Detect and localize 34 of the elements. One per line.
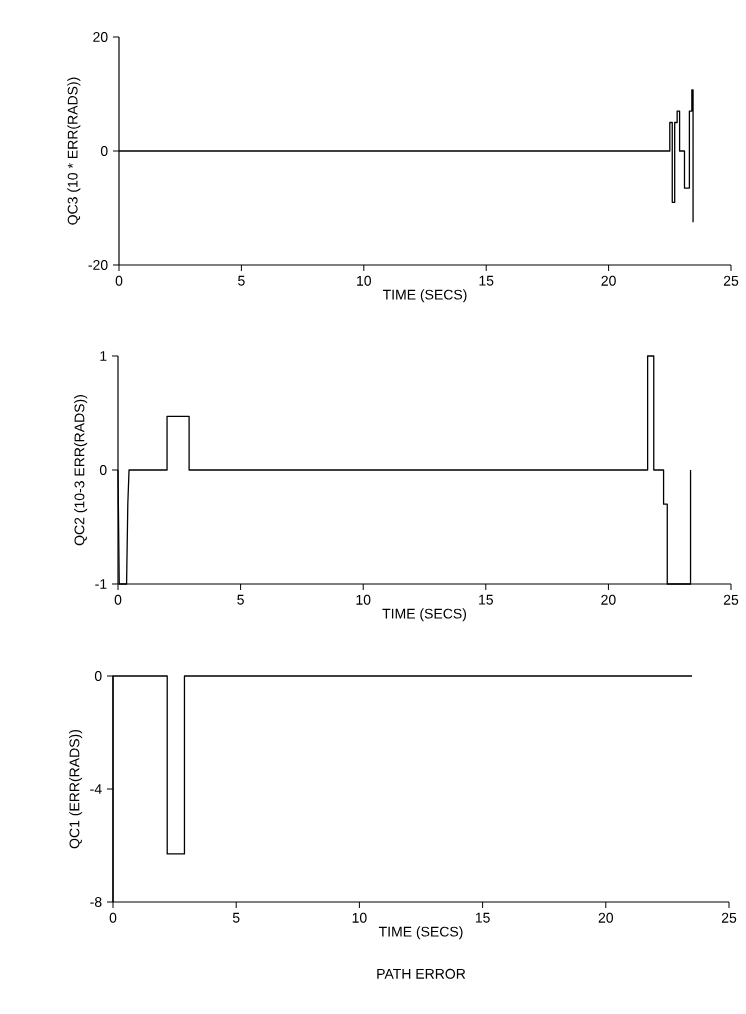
x-axis-title: TIME (SECS) [382, 289, 467, 303]
y-tick-label: 0 [94, 671, 102, 681]
x-tick-label: 15 [479, 594, 494, 605]
x-tick-label: 20 [598, 912, 614, 923]
y-tick-label: -1 [95, 579, 107, 589]
x-tick-label: 20 [601, 275, 616, 286]
y-tick-label: -20 [88, 260, 108, 270]
y-tick-label: -8 [90, 897, 102, 907]
x-tick-label: 5 [232, 912, 240, 923]
text: PATH ERROR [377, 968, 466, 979]
x-tick-label: 15 [479, 275, 494, 286]
x-tick-label: 25 [723, 275, 739, 286]
x-tick-label: 15 [475, 912, 490, 923]
x-tick-label: 10 [352, 912, 367, 923]
x-tick-label: 10 [356, 594, 371, 605]
x-tick-label: 10 [357, 275, 372, 286]
y-axis-title: QC2 (10-3 ERR(RADS)) [74, 395, 88, 546]
y-tick-label: 20 [93, 32, 108, 42]
x-tick-label: 25 [721, 912, 737, 923]
x-tick-label: 5 [237, 594, 244, 605]
x-tick-label: 0 [109, 912, 117, 923]
x-tick-label: 0 [115, 275, 123, 286]
x-axis-title: TIME (SECS) [382, 608, 467, 622]
x-tick-label: 5 [238, 275, 245, 286]
y-axis-title: QC1 (ERR(RADS)) [69, 730, 83, 849]
y-axis-title: QC3 (10 * ERR(RADS)) [67, 77, 81, 225]
y-tick-label: 0 [100, 146, 108, 156]
y-tick-label: 1 [100, 351, 107, 361]
x-tick-label: 25 [723, 594, 739, 605]
x-tick-label: 0 [114, 594, 122, 605]
y-tick-label: -4 [90, 784, 102, 794]
y-tick-label: 0 [99, 465, 107, 475]
x-tick-label: 20 [601, 594, 616, 605]
x-axis-title: TIME (SECS) [378, 926, 463, 940]
